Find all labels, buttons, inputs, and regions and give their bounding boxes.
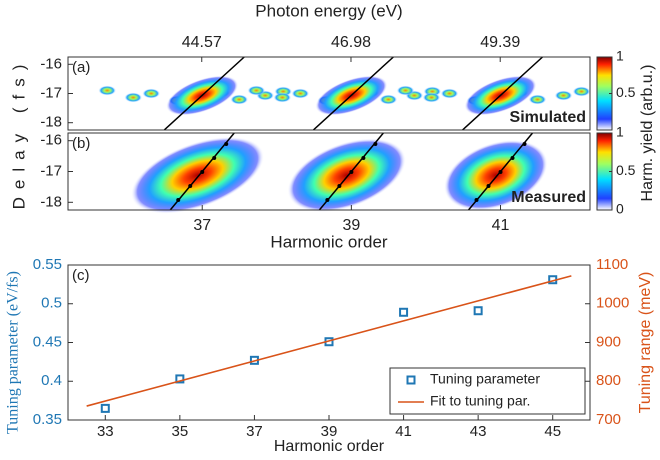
- x2-axis-title: Photon energy (eV): [255, 1, 402, 20]
- data-point: [100, 403, 110, 413]
- colorbar-tick-label: 1: [616, 48, 624, 64]
- heatmap-speckle: [230, 94, 249, 105]
- panel-label: (b): [72, 135, 90, 152]
- heatmap-speckle: [396, 85, 415, 96]
- y-tick-label: -17: [40, 84, 62, 101]
- heatmap-speckle: [379, 94, 398, 105]
- y-tick-label: -17: [40, 162, 62, 179]
- heatmap-speckle: [440, 88, 459, 99]
- y-tick-label: 0.35: [33, 411, 62, 428]
- data-point: [399, 307, 409, 317]
- fit-point: [188, 184, 193, 188]
- panel-label: (a): [72, 59, 90, 76]
- fit-point: [498, 170, 503, 174]
- x-tick-label: 41: [395, 423, 412, 440]
- heatmap-speckle: [142, 88, 161, 99]
- x-tick-label: 41: [492, 217, 510, 234]
- fit-point: [212, 156, 217, 160]
- colorbar-title: Harm. yield (arb.u.): [639, 65, 656, 202]
- legend-label: Tuning parameter: [430, 371, 540, 387]
- fit-point: [373, 142, 378, 146]
- y-tick-label: -16: [40, 132, 62, 149]
- y2-axis-title: Tuning range (meV): [637, 272, 654, 414]
- fit-point: [486, 184, 491, 188]
- y-tick-label: 0.55: [33, 256, 62, 273]
- data-point: [175, 374, 185, 384]
- y-axis-title: Tuning parameter (eV/fs): [5, 271, 22, 434]
- fit-line: [312, 56, 394, 131]
- y-axis-title: Delay (fs): [9, 57, 28, 210]
- y2-tick-label: 900: [596, 333, 621, 350]
- heatmap-speckle: [528, 94, 547, 105]
- heatmap-speckle: [124, 92, 143, 103]
- fit-point: [510, 156, 515, 160]
- y-tick-label: 0.45: [33, 333, 62, 350]
- x-axis-title: Harmonic order: [274, 438, 385, 455]
- heatmap-image: [98, 56, 591, 214]
- x-axis-title: Harmonic order: [270, 232, 387, 251]
- legend-box: [389, 367, 586, 415]
- legend-label: Fit to tuning par.: [430, 393, 530, 409]
- colorbar-tick-label: 1: [616, 124, 624, 140]
- fit-point: [349, 170, 354, 174]
- colorbar-tick-label: 0.5: [616, 162, 636, 178]
- heatmap-speckle: [572, 86, 591, 97]
- y-tick-label: -18: [40, 193, 62, 210]
- fit-line: [462, 56, 544, 131]
- fit-point: [474, 198, 479, 202]
- x-tick-label: 39: [321, 423, 338, 440]
- x2-tick-label: 49.39: [480, 34, 520, 51]
- y2-tick-label: 1100: [596, 256, 628, 273]
- y-tick-label: -18: [40, 114, 62, 131]
- fit-point: [361, 156, 366, 160]
- fit-point: [337, 184, 342, 188]
- heatmap-speckle: [247, 85, 266, 96]
- x-tick-label: 37: [246, 423, 263, 440]
- x-tick-label: 35: [172, 423, 189, 440]
- fit-line: [163, 56, 245, 131]
- heatmap-speckle: [422, 92, 441, 103]
- legend-swatch: [406, 375, 416, 385]
- heatmap-speckle: [273, 92, 292, 103]
- heatmap-blob: [130, 136, 265, 214]
- fit-point: [325, 198, 330, 202]
- colorbar-tick-label: 0: [616, 201, 624, 217]
- x-tick-label: 39: [342, 217, 360, 234]
- heatmap-speckle: [554, 90, 573, 101]
- x2-tick-label: 46.98: [331, 34, 371, 51]
- annotation: Simulated: [510, 109, 586, 126]
- y-tick-label: -16: [40, 55, 62, 72]
- fit-point: [522, 142, 527, 146]
- x-tick-label: 37: [193, 217, 211, 234]
- fit-point: [224, 142, 229, 146]
- data-point: [473, 306, 483, 316]
- y2-tick-label: 700: [596, 411, 621, 428]
- x-tick-label: 45: [544, 423, 561, 440]
- fit-point: [176, 198, 181, 202]
- panel-label: (c): [72, 267, 90, 284]
- y2-tick-label: 1000: [596, 295, 629, 312]
- x2-tick-label: 44.57: [182, 34, 222, 51]
- x-tick-label: 43: [470, 423, 487, 440]
- y2-tick-label: 800: [596, 372, 621, 389]
- fit-line: [86, 275, 572, 407]
- heatmap-speckle: [98, 85, 117, 96]
- y-tick-label: 0.5: [41, 295, 62, 312]
- heatmap-blob: [287, 138, 406, 213]
- heatmap-blob: [443, 139, 548, 211]
- fit-point: [200, 170, 205, 174]
- x-tick-label: 33: [97, 423, 114, 440]
- colorbar-tick-label: 0.5: [616, 84, 636, 100]
- y-tick-label: 0.4: [41, 372, 62, 389]
- annotation: Measured: [511, 189, 586, 206]
- heatmap-speckle: [291, 88, 310, 99]
